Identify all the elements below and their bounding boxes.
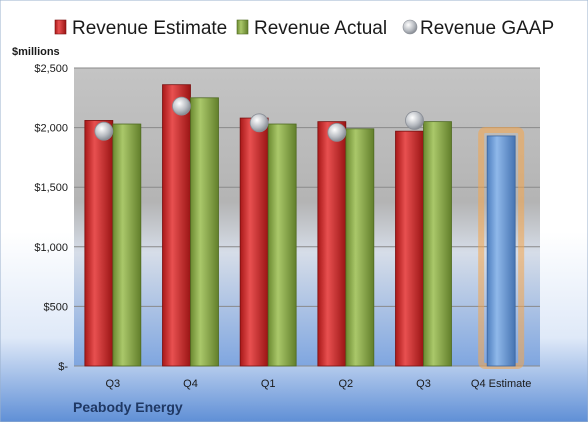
legend-label: Revenue Actual: [254, 18, 387, 39]
bar-revenue-estimate: [239, 117, 269, 367]
marker-revenue-gaap: [172, 96, 191, 116]
bar-revenue-estimate: [317, 121, 347, 367]
legend-label: Revenue GAAP: [420, 18, 554, 39]
plot-area: [74, 68, 540, 366]
bar-revenue-estimate: [84, 120, 114, 367]
legend-label: Revenue Estimate: [72, 18, 227, 39]
x-tick-label: Q4: [183, 378, 198, 390]
marker-revenue-gaap: [249, 113, 269, 133]
legend-swatch: [236, 19, 249, 35]
y-axis-ticks: $- $500 $1,000 $1,500 $2,000 $2,500: [34, 63, 68, 373]
x-tick-label: Q2: [338, 378, 353, 390]
legend-revenue-gaap: Revenue GAAP: [402, 18, 554, 39]
x-tick-label: Q3: [416, 378, 431, 390]
bar-revenue-actual: [267, 123, 297, 367]
y-tick-label: $2,000: [34, 123, 68, 135]
legend-swatch: [402, 19, 418, 35]
bar-revenue-actual: [423, 121, 452, 367]
bar-revenue-actual: [112, 123, 142, 367]
bar-revenue-estimate: [395, 130, 424, 367]
bar-revenue-actual: [190, 97, 219, 367]
legend-swatch: [54, 19, 67, 35]
company-name: Peabody Energy: [73, 399, 183, 415]
y-tick-label: $500: [44, 301, 68, 313]
y-tick-label: $2,500: [34, 63, 68, 75]
marker-revenue-gaap: [327, 122, 347, 142]
legend-revenue-estimate: Revenue Estimate: [54, 18, 227, 39]
bar-revenue-actual: [345, 128, 375, 367]
y-tick-label: $1,000: [34, 242, 68, 254]
y-axis-label: $millions: [12, 46, 60, 58]
y-tick-label: $-: [58, 361, 68, 373]
x-tick-label: Q1: [261, 378, 276, 390]
marker-revenue-gaap: [405, 111, 424, 130]
marker-revenue-gaap: [94, 121, 114, 141]
bar-q4-estimate: [486, 135, 516, 367]
gridlines: [74, 67, 540, 367]
x-tick-label: Q3: [105, 378, 120, 390]
y-tick-label: $1,500: [34, 182, 68, 194]
x-tick-label: Q4 Estimate: [471, 378, 532, 390]
x-axis-ticks: Q3 Q4 Q1 Q2 Q3 Q4 Estimate: [105, 378, 531, 390]
legend: Revenue Estimate Revenue Actual Revenue GA…: [54, 18, 554, 39]
gaap-markers: [94, 96, 424, 142]
legend-revenue-actual: Revenue Actual: [236, 18, 387, 39]
bar-revenue-estimate: [162, 84, 191, 367]
